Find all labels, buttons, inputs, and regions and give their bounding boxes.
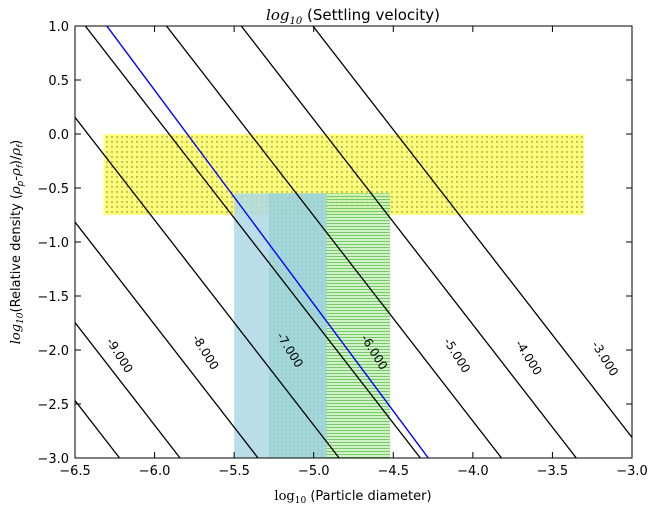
contour-line-2 — [75, 321, 181, 458]
x-tick-label: −6.0 — [139, 464, 171, 479]
x-tick-label: −5.0 — [298, 464, 330, 479]
y-tick-label: −1.5 — [37, 290, 69, 305]
chart-title: log10 (Settling velocity) — [266, 6, 440, 27]
region-hatch-3 — [326, 193, 391, 458]
x-tick-label: −3.0 — [616, 464, 648, 479]
contour-line-8 — [312, 26, 632, 439]
contour-lines — [75, 26, 632, 458]
contour-line-4 — [75, 116, 340, 458]
y-tick-label: −0.5 — [37, 182, 69, 197]
x-tick-label: −6.5 — [59, 464, 91, 479]
contour-line-5 — [84, 26, 421, 458]
contour-line-3 — [75, 220, 259, 458]
y-tick-label: 0.5 — [48, 74, 69, 89]
region-hatch-2 — [269, 193, 327, 458]
y-tick-label: −1.0 — [37, 236, 69, 251]
blue-line — [106, 26, 429, 458]
x-tick-label: −3.5 — [537, 464, 569, 479]
y-tick-label: −2.5 — [37, 398, 69, 413]
y-axis-label: log10(Relative density (ρp-ρf)/ρf) — [9, 140, 26, 345]
y-tick-label: −3.0 — [37, 452, 69, 467]
x-tick-label: −5.5 — [218, 464, 250, 479]
contour-line-6 — [165, 26, 503, 458]
x-tick-label: −4.5 — [377, 464, 409, 479]
contour-line-7 — [240, 26, 577, 458]
shaded-regions — [103, 134, 585, 458]
y-tick-label: −2.0 — [37, 344, 69, 359]
y-tick-label: 0.0 — [48, 128, 69, 143]
axis-ticks: −6.5 −6.0 −5.5 −5.0 −4.5 −4.0 −3.5 −3.0 1.0 0.5 0.… — [37, 20, 647, 479]
blue-line-group — [106, 26, 429, 458]
x-axis-label: log10 (Particle diameter) — [274, 489, 431, 506]
x-tick-label: −4.0 — [457, 464, 489, 479]
y-tick-label: 1.0 — [48, 20, 69, 35]
